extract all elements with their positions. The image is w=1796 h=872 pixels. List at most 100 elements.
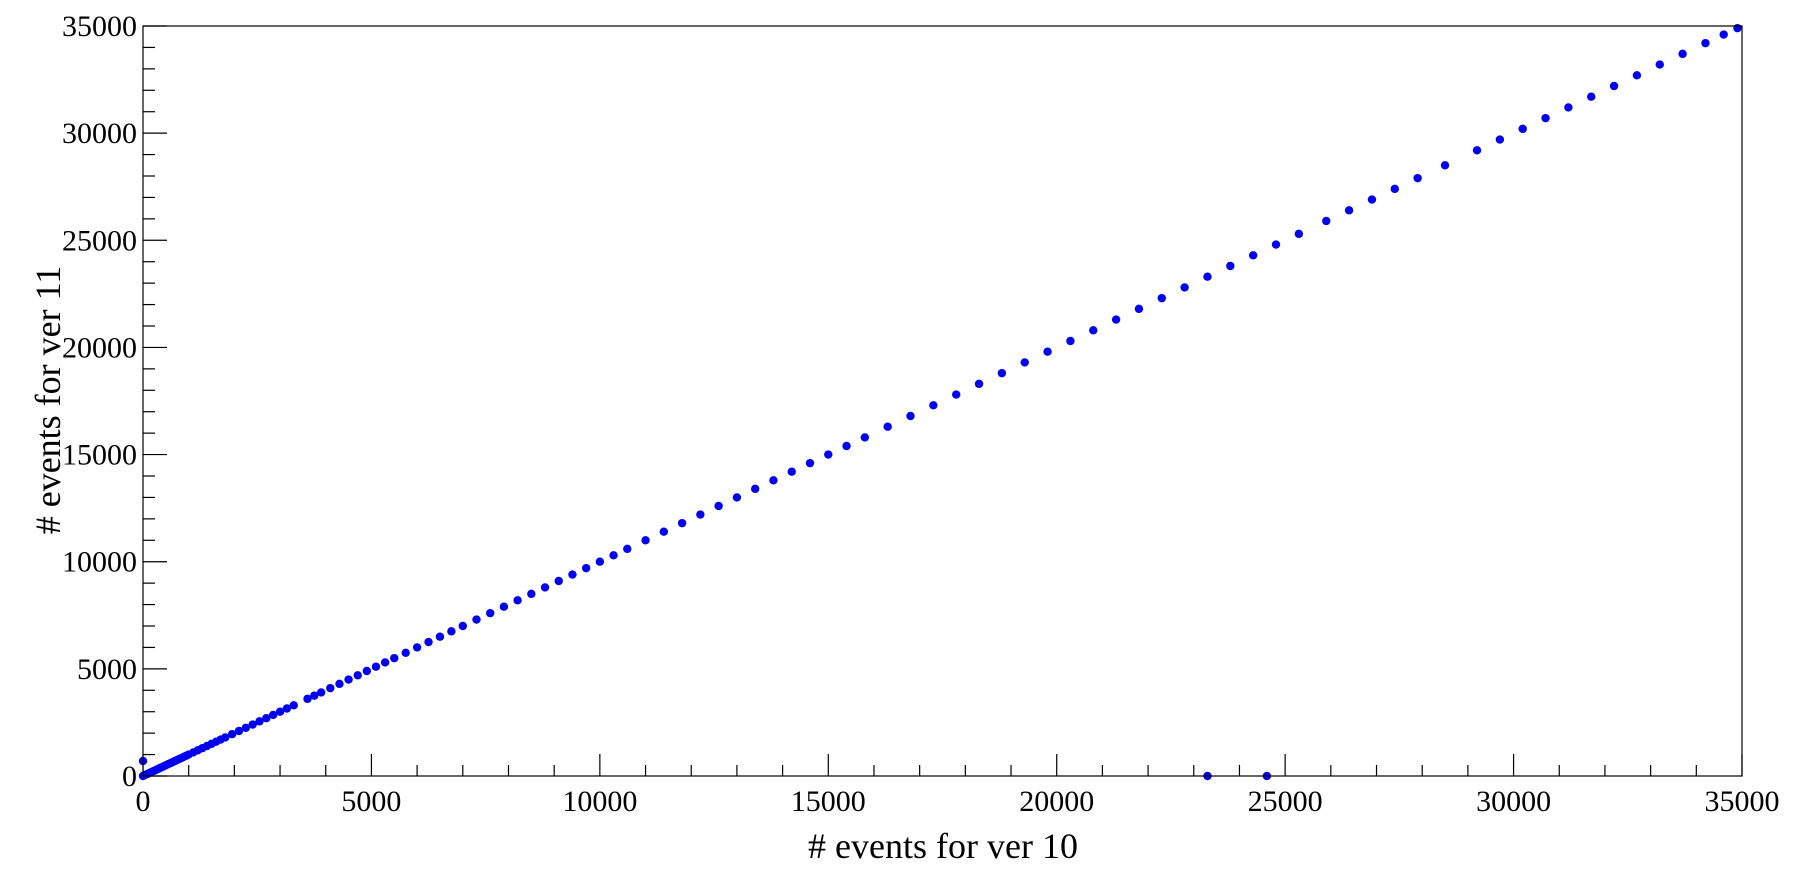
data-point [458,621,467,631]
data-point [527,589,536,599]
data-point [486,608,495,618]
data-point [1518,124,1527,134]
data-point [1413,173,1422,183]
data-point [1322,216,1331,226]
data-point [595,557,605,566]
y-tick-label: 15000 [62,439,137,472]
data-point [513,596,522,605]
data-point [262,713,271,723]
data-point [1609,81,1619,91]
data-point [435,632,445,641]
y-tick-label: 20000 [62,331,137,364]
data-point [371,662,381,671]
data-point [1134,304,1144,314]
data-point [1157,293,1166,303]
data-point [255,717,264,726]
data-point [1495,135,1505,144]
data-point [362,666,372,676]
data-point [326,683,335,693]
x-tick-label: 10000 [562,785,637,818]
data-point [1390,184,1399,194]
data-point [1248,251,1258,260]
data-point [1701,38,1710,48]
data-point [380,658,390,667]
data-point [1344,206,1354,215]
x-tick-label: 5000 [341,785,401,818]
y-axis-title: # events for ver 11 [28,266,68,535]
data-point [1203,272,1212,281]
data-point [581,563,591,573]
data-point [906,411,915,421]
data-point [952,390,961,399]
data-point [1043,347,1052,356]
data-point [1587,92,1596,101]
data-point [316,688,326,697]
data-point [499,602,509,611]
data-point [344,675,353,684]
data-point [1066,336,1075,346]
y-tick-label: 35000 [62,10,137,43]
data-point [769,476,778,485]
data-point [714,501,723,511]
data-point [1719,30,1728,39]
y-tick-label: 10000 [62,546,137,579]
data-point [1564,103,1573,112]
x-axis-title: # events for ver 10 [808,826,1078,866]
data-point [609,551,618,560]
data-point [1440,161,1450,170]
data-point [353,671,362,680]
data-point [1294,229,1304,239]
data-point [997,368,1007,378]
data-point [412,643,422,652]
data-point [303,694,312,704]
x-tick-label: 20000 [1019,785,1094,818]
y-tick-label: 5000 [77,653,137,686]
data-point [447,627,456,636]
data-point [787,467,796,476]
data-points [138,23,1742,781]
axis-ticks [142,25,1743,777]
data-point [824,450,833,459]
data-point [1089,326,1098,335]
data-point [1655,60,1664,69]
data-point [269,710,278,720]
data-point [335,679,344,689]
data-point [1180,283,1189,292]
y-tick-label: 25000 [62,224,137,257]
y-tick-label: 30000 [62,117,137,150]
data-point [883,422,892,431]
data-point [540,583,550,592]
data-point [424,637,433,647]
plot-frame [142,25,1743,777]
data-point [1226,261,1235,271]
data-point [1020,358,1029,367]
data-point [289,701,298,710]
data-point [623,544,632,554]
data-point [1111,315,1121,324]
data-point [641,536,650,545]
x-tick-label: 0 [136,785,151,818]
data-point [732,493,742,502]
data-point [282,704,292,713]
data-point [677,518,687,528]
x-tick-label: 15000 [791,785,866,818]
data-point [1678,49,1687,59]
data-point [659,527,669,536]
y-tick-label: 0 [122,760,137,793]
data-point [805,458,815,468]
data-point [568,570,577,579]
data-point [1733,23,1742,33]
data-point [1472,146,1482,155]
data-point [248,720,257,729]
x-tick-label: 25000 [1248,785,1323,818]
x-tick-label: 30000 [1476,785,1551,818]
data-point [1271,240,1281,249]
data-point [1632,71,1642,80]
data-point [1541,113,1550,123]
x-tick-label: 35000 [1705,785,1780,818]
data-point [472,615,481,624]
data-point [221,733,230,742]
data-point [974,379,984,389]
data-point [390,653,399,663]
